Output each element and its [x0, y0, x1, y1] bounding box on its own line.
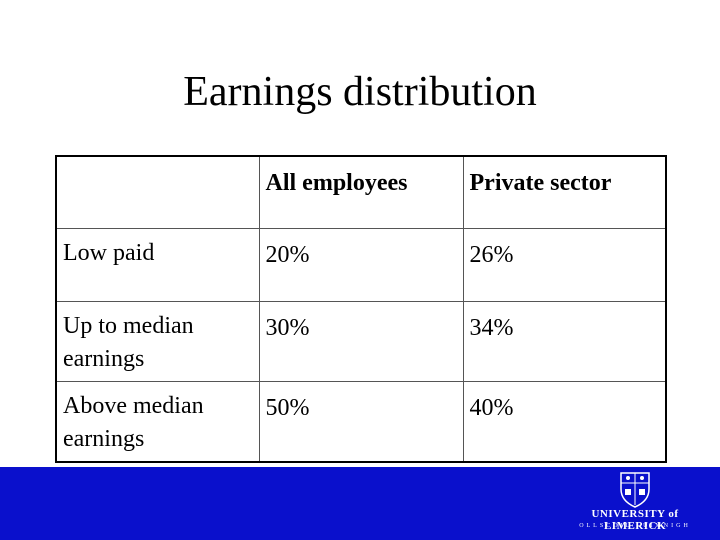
table-cell: 26%: [462, 228, 667, 302]
header-row: All employees Private sector: [55, 155, 667, 230]
table-row: Low paid 20% 26%: [55, 228, 667, 302]
footer-bar: UNIVERSITY of LIMERICK OLLSCOIL LUIMNIGH: [0, 467, 720, 540]
crest: [620, 472, 650, 508]
header-cell: All employees: [258, 155, 464, 230]
row-label: Above median earnings: [55, 380, 260, 463]
header-cell: [55, 155, 260, 230]
logo-subtitle: OLLSCOIL LUIMNIGH: [579, 523, 691, 529]
table-cell: 40%: [462, 380, 667, 463]
table-cell: 20%: [258, 228, 464, 302]
header-cell: Private sector: [462, 155, 667, 230]
logo-name: UNIVERSITY of LIMERICK: [591, 508, 679, 532]
table-cell: 50%: [258, 380, 464, 463]
table-cell: 34%: [462, 300, 667, 382]
table-cell: 30%: [258, 300, 464, 382]
row-label: Up to median earnings: [55, 300, 260, 382]
table-row: Up to median earnings 30% 34%: [55, 300, 667, 382]
data-table: All employees Private sector Low paid 20…: [55, 155, 667, 463]
table-row: Above median earnings 50% 40%: [55, 380, 667, 463]
row-label: Low paid: [55, 228, 260, 302]
slide-title: Earnings distribution: [183, 69, 537, 115]
